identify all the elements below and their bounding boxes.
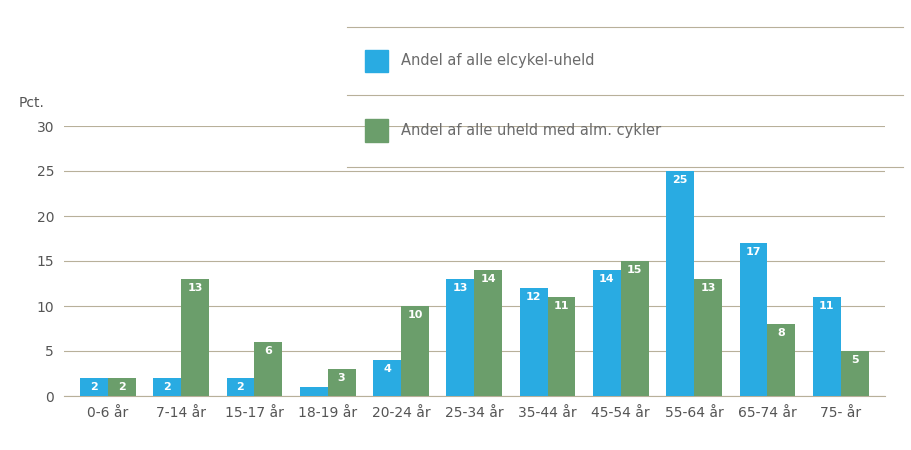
Bar [519,288,547,396]
Bar [300,387,327,396]
Text: 12: 12 [526,292,541,302]
Bar [107,378,136,396]
Bar [181,279,209,396]
Bar [739,243,766,396]
Text: 2: 2 [90,382,97,392]
Bar [226,378,254,396]
Bar [401,306,428,396]
Text: 13: 13 [452,283,467,293]
Text: 3: 3 [337,373,345,382]
Bar [840,351,867,396]
Text: 11: 11 [553,301,568,310]
Bar [620,261,648,396]
Text: 13: 13 [187,283,202,293]
Bar [547,297,575,396]
Bar [666,171,693,396]
Text: 25: 25 [671,175,687,184]
Text: Pct.: Pct. [18,96,44,110]
Text: 13: 13 [700,283,715,293]
Bar [766,324,794,396]
Text: 15: 15 [627,265,641,274]
Text: 2: 2 [236,382,244,392]
Bar [327,369,355,396]
Bar [445,279,474,396]
Text: Andel af alle elcykel-uheld: Andel af alle elcykel-uheld [401,53,594,68]
Text: 6: 6 [264,346,272,356]
Text: 2: 2 [163,382,171,392]
Text: 14: 14 [480,274,496,284]
Text: 8: 8 [776,328,784,338]
Text: 4: 4 [383,364,391,374]
Text: Andel af alle uheld med alm. cykler: Andel af alle uheld med alm. cykler [401,123,660,138]
Bar [373,360,401,396]
Bar [254,342,281,396]
Bar [153,378,181,396]
Text: 10: 10 [406,310,422,320]
Bar [592,270,620,396]
Bar [474,270,502,396]
Bar [812,297,840,396]
Bar [80,378,107,396]
Bar [693,279,722,396]
Text: 11: 11 [818,301,834,310]
Text: 2: 2 [118,382,126,392]
Text: 17: 17 [745,247,761,256]
Text: 14: 14 [599,274,614,284]
Text: 5: 5 [850,355,857,365]
